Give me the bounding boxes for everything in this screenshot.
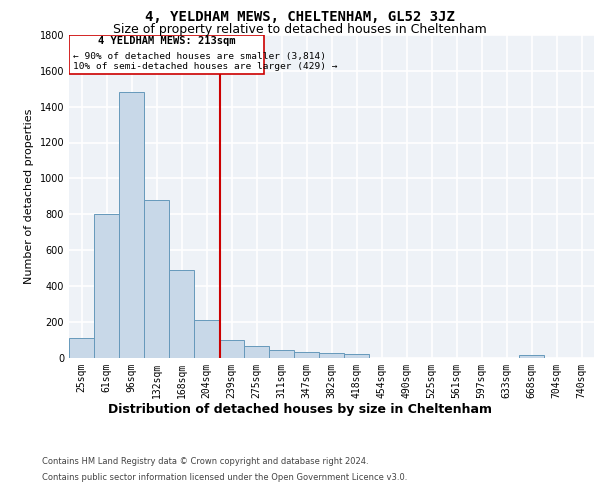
Bar [69,35,264,74]
Text: Size of property relative to detached houses in Cheltenham: Size of property relative to detached ho… [113,22,487,36]
Bar [344,354,369,358]
Bar [519,355,544,358]
Text: 10% of semi-detached houses are larger (429) →: 10% of semi-detached houses are larger (… [73,62,337,71]
Bar [169,270,194,358]
Y-axis label: Number of detached properties: Number of detached properties [24,108,34,284]
Bar [294,352,319,358]
Text: 4 YELDHAM MEWS: 213sqm: 4 YELDHAM MEWS: 213sqm [98,36,235,46]
Bar [119,92,144,358]
Text: Contains HM Land Registry data © Crown copyright and database right 2024.: Contains HM Land Registry data © Crown c… [42,458,368,466]
Bar [319,353,344,358]
Bar [94,214,119,358]
Bar [144,200,169,358]
Text: ← 90% of detached houses are smaller (3,814): ← 90% of detached houses are smaller (3,… [73,52,326,61]
Text: Distribution of detached houses by size in Cheltenham: Distribution of detached houses by size … [108,402,492,415]
Bar [69,338,94,357]
Bar [194,320,219,358]
Bar [219,340,244,357]
Bar [244,346,269,358]
Bar [269,350,294,358]
Text: Contains public sector information licensed under the Open Government Licence v3: Contains public sector information licen… [42,472,407,482]
Text: 4, YELDHAM MEWS, CHELTENHAM, GL52 3JZ: 4, YELDHAM MEWS, CHELTENHAM, GL52 3JZ [145,10,455,24]
